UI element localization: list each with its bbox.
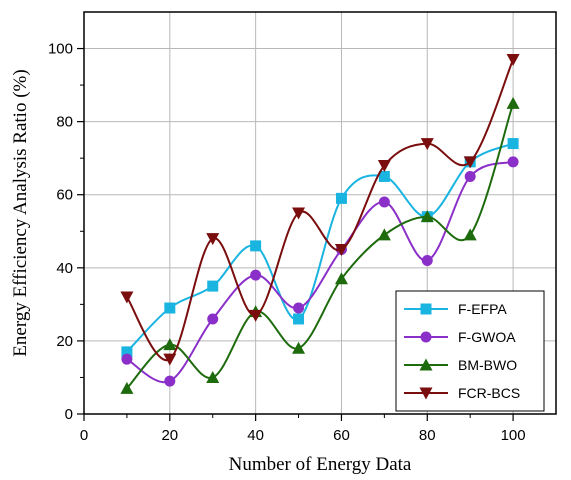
data-point-bm-bwo <box>463 228 477 241</box>
series-line-fcr-bcs <box>126 59 515 362</box>
legend-label-bm-bwo: BM-BWO <box>458 357 517 373</box>
data-point-fcr-bcs <box>334 244 348 257</box>
data-point-bm-bwo <box>377 228 391 241</box>
legend-marker-f-gwoa <box>420 331 432 343</box>
legend-marker-bm-bwo <box>419 358 433 371</box>
data-point-f-gwoa <box>121 353 133 365</box>
data-point-fcr-bcs <box>420 138 434 151</box>
x-tick-label: 60 <box>333 427 350 444</box>
data-point-fcr-bcs <box>292 207 306 220</box>
data-point-f-gwoa <box>250 269 262 281</box>
legend: F-EFPA F-GWOA BM-BWO FCR-BCS <box>395 290 545 412</box>
data-point-fcr-bcs <box>463 156 477 169</box>
legend-label-fcr-bcs: FCR-BCS <box>458 385 520 401</box>
series-line-f-gwoa <box>126 160 514 384</box>
data-point-fcr-bcs <box>163 353 177 366</box>
data-point-fcr-bcs <box>206 233 220 246</box>
x-tick-label: 100 <box>501 427 526 444</box>
data-point-fcr-bcs <box>249 309 263 322</box>
data-point-f-efpa <box>164 302 176 314</box>
x-tick-label: 40 <box>247 427 264 444</box>
series-line-f-efpa <box>126 142 514 353</box>
y-axis-title: Energy Efficiency Analysis Ratio (%) <box>10 69 31 356</box>
series-line-bm-bwo <box>126 103 515 390</box>
data-point-bm-bwo <box>420 210 434 223</box>
plot-frame <box>83 11 557 415</box>
data-point-f-gwoa <box>507 156 519 168</box>
x-tick-label: 0 <box>80 427 88 444</box>
data-point-fcr-bcs <box>377 159 391 172</box>
data-point-f-efpa <box>207 280 219 292</box>
data-point-f-efpa <box>335 192 347 204</box>
y-tick-label: 40 <box>56 260 73 277</box>
y-tick-label: 80 <box>56 114 73 131</box>
data-point-f-gwoa <box>378 196 390 208</box>
data-point-f-gwoa <box>421 255 433 267</box>
data-point-f-efpa <box>121 346 133 358</box>
data-point-bm-bwo <box>506 96 520 109</box>
x-tick-label: 20 <box>161 427 178 444</box>
data-point-f-efpa <box>250 240 262 252</box>
data-point-f-efpa <box>293 313 305 325</box>
data-point-bm-bwo <box>120 381 134 394</box>
data-point-bm-bwo <box>334 272 348 285</box>
axis-ticks: 0 20 40 60 80 100 0 20 40 60 80 100 <box>48 41 526 444</box>
y-tick-label: 0 <box>65 406 73 423</box>
data-point-f-gwoa <box>293 302 305 314</box>
series-layer <box>120 54 520 394</box>
data-point-f-efpa <box>507 138 519 150</box>
x-tick-label: 80 <box>419 427 436 444</box>
y-tick-label: 60 <box>56 187 73 204</box>
y-tick-label: 20 <box>56 333 73 350</box>
data-point-fcr-bcs <box>120 291 134 304</box>
x-axis-title: Number of Energy Data <box>229 454 412 475</box>
legend-marker-f-efpa <box>420 303 432 315</box>
legend-marker-fcr-bcs <box>419 387 433 400</box>
data-point-bm-bwo <box>206 370 220 383</box>
data-point-f-gwoa <box>464 170 476 182</box>
grid <box>84 12 556 414</box>
data-point-bm-bwo <box>292 341 306 354</box>
data-point-f-gwoa <box>164 375 176 387</box>
data-point-f-gwoa <box>207 313 219 325</box>
legend-label-f-efpa: F-EFPA <box>458 301 507 317</box>
data-point-bm-bwo <box>163 338 177 351</box>
data-point-fcr-bcs <box>506 54 520 67</box>
legend-label-f-gwoa: F-GWOA <box>458 329 516 345</box>
y-tick-label: 100 <box>48 41 73 58</box>
data-point-f-efpa <box>378 170 390 182</box>
